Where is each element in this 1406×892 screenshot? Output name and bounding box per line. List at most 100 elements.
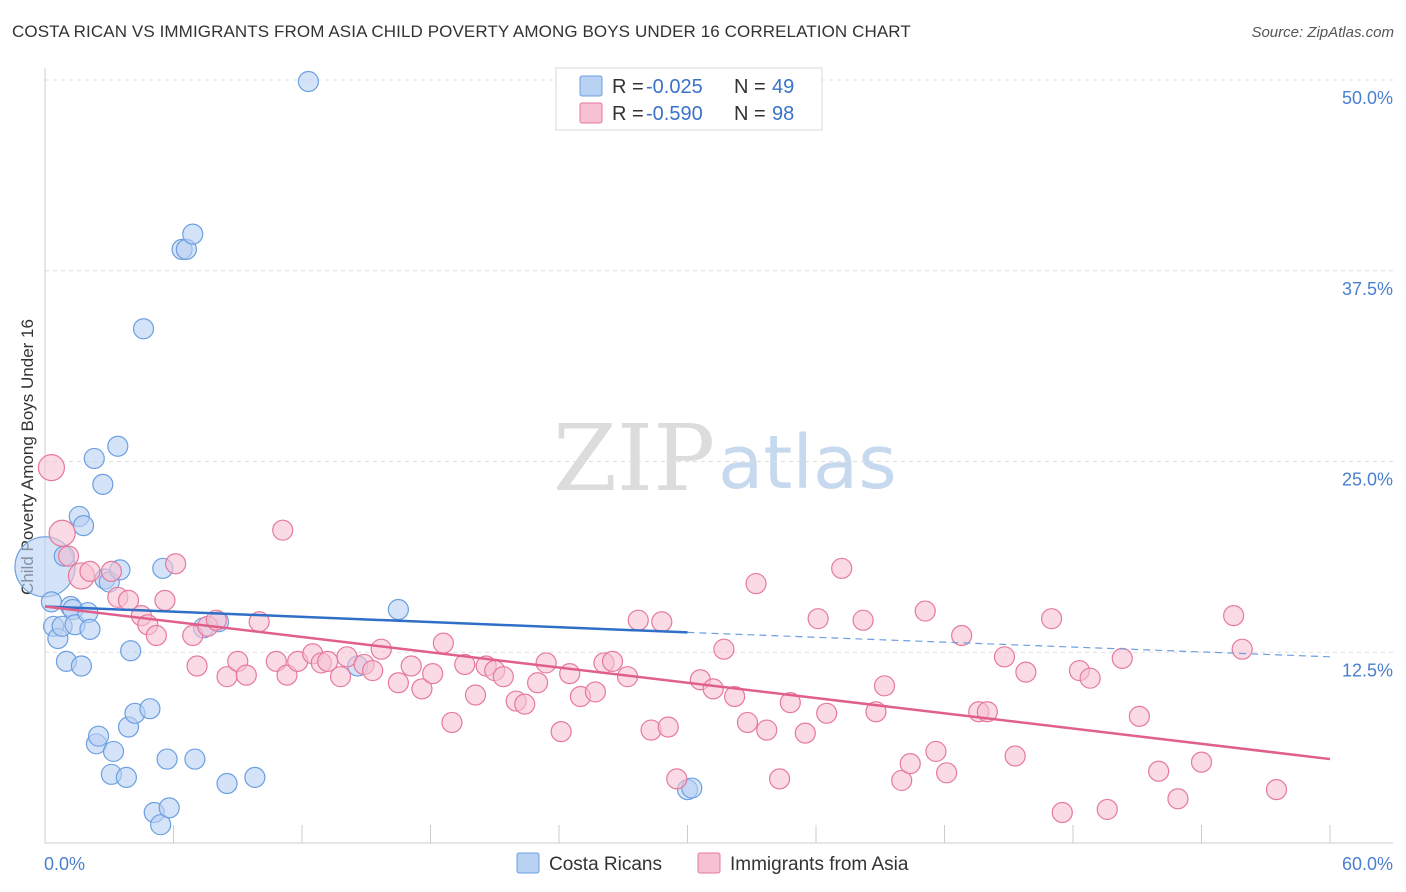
point-immigrants-asia-4: [79, 560, 101, 582]
point-immigrants-asia-94: [1148, 760, 1170, 782]
point-costa-ricans-15: [83, 447, 105, 470]
point-immigrants-asia-88: [1051, 801, 1073, 824]
point-immigrants-asia-71: [816, 702, 838, 724]
point-immigrants-asia-43: [492, 666, 514, 688]
point-immigrants-asia-32: [370, 638, 392, 660]
y-axis-label: Child Poverty Among Boys Under 16: [18, 319, 37, 595]
point-immigrants-asia-34: [400, 655, 422, 677]
point-immigrants-asia-47: [535, 652, 557, 674]
point-immigrants-asia-55: [627, 609, 649, 631]
point-immigrants-asia-90: [1079, 667, 1101, 689]
point-immigrants-asia-33: [387, 672, 409, 694]
y-tick-label-1: 37.5%: [1342, 279, 1393, 299]
watermark-atlas: atlas: [718, 420, 897, 506]
point-immigrants-asia-59: [666, 768, 688, 790]
point-immigrants-asia-73: [852, 609, 874, 631]
point-immigrants-asia-79: [925, 740, 947, 763]
trend-line-immigrants-asia: [44, 605, 1331, 761]
point-costa-ricans-12: [72, 514, 95, 537]
point-immigrants-asia-36: [422, 663, 444, 685]
trend-lines: [44, 605, 1331, 761]
point-immigrants-asia-99: [1265, 778, 1288, 801]
legend-swatch-blue: [579, 75, 603, 97]
point-immigrants-asia-63: [724, 685, 746, 708]
point-immigrants-asia-40: [464, 684, 487, 706]
point-immigrants-asia-5: [100, 560, 122, 582]
trend-line-costa-ricans: [44, 605, 688, 634]
legend-r-value-blue: -0.025: [646, 76, 703, 98]
point-costa-ricans-39: [184, 748, 206, 770]
point-costa-ricans-25: [115, 766, 137, 788]
point-immigrants-asia-31: [362, 659, 384, 682]
point-costa-ricans-18: [92, 473, 114, 495]
y-tick-label-2: 25.0%: [1342, 470, 1393, 490]
source-label: Source: ZipAtlas.com: [1251, 24, 1394, 41]
point-immigrants-asia-2: [57, 545, 80, 567]
point-immigrants-asia-84: [993, 646, 1016, 668]
point-costa-ricans-42: [216, 772, 238, 795]
gridlines: [45, 79, 1393, 653]
bottom-legend-swatch-pink: [697, 852, 721, 874]
point-costa-ricans-17: [87, 725, 110, 747]
point-immigrants-asia-80: [936, 762, 958, 784]
point-immigrants-asia-51: [584, 681, 607, 703]
y-tick-label-0: 50.0%: [1342, 88, 1393, 108]
point-immigrants-asia-10: [145, 624, 167, 647]
point-immigrants-asia-49: [559, 663, 581, 685]
bottom-legend: Costa Ricans Immigrants from Asia: [516, 852, 909, 875]
point-costa-ricans-34: [156, 748, 178, 770]
point-immigrants-asia-87: [1040, 608, 1063, 630]
point-costa-ricans-43: [244, 766, 266, 788]
legend-n-label-blue: N =: [734, 76, 766, 98]
point-immigrants-asia-11: [154, 589, 176, 611]
point-immigrants-asia-58: [657, 716, 679, 738]
legend-n-label-pink: N =: [734, 103, 766, 125]
point-costa-ricans-44: [297, 70, 320, 93]
bottom-legend-swatch-blue: [516, 852, 540, 874]
point-immigrants-asia-69: [794, 722, 816, 744]
bottom-legend-label-pink: Immigrants from Asia: [730, 854, 909, 875]
point-immigrants-asia-98: [1231, 638, 1253, 660]
point-immigrants-asia-38: [441, 711, 463, 734]
x-tick-label-max: 60.0%: [1342, 854, 1393, 874]
watermark-zip: ZIP: [553, 405, 715, 512]
point-immigrants-asia-12: [165, 553, 187, 575]
point-immigrants-asia-91: [1096, 798, 1118, 821]
point-immigrants-asia-72: [831, 557, 853, 579]
point-immigrants-asia-61: [702, 678, 724, 700]
point-immigrants-asia-95: [1167, 788, 1189, 810]
point-immigrants-asia-28: [329, 666, 352, 688]
series-immigrants-from-asia: [37, 454, 1288, 824]
axes: [44, 68, 1393, 844]
bottom-legend-label-blue: Costa Ricans: [549, 854, 662, 875]
point-immigrants-asia-53: [601, 650, 624, 673]
point-costa-ricans-46: [387, 598, 409, 621]
legend-n-value-blue: 49: [772, 76, 794, 98]
point-immigrants-asia-85: [1004, 745, 1026, 767]
point-immigrants-asia-45: [514, 693, 536, 715]
point-immigrants-asia-93: [1128, 705, 1150, 727]
point-immigrants-asia-1: [48, 519, 76, 547]
point-costa-ricans-22: [102, 740, 125, 763]
point-immigrants-asia-86: [1015, 661, 1037, 683]
point-immigrants-asia-97: [1223, 605, 1245, 627]
point-immigrants-asia-70: [807, 608, 829, 630]
legend-swatch-pink: [579, 102, 603, 124]
point-immigrants-asia-67: [768, 768, 791, 790]
point-immigrants-asia-19: [235, 664, 257, 686]
point-immigrants-asia-14: [186, 655, 208, 677]
point-costa-ricans-29: [132, 318, 155, 340]
point-immigrants-asia-78: [914, 600, 936, 622]
point-immigrants-asia-0: [37, 454, 66, 482]
legend-r-label-pink: R =: [612, 103, 644, 125]
legend-box: R = -0.025 N = 49 R = -0.590 N = 98: [555, 67, 823, 131]
point-immigrants-asia-66: [756, 719, 778, 741]
point-immigrants-asia-65: [745, 572, 767, 595]
point-immigrants-asia-96: [1190, 751, 1213, 773]
point-costa-ricans-32: [150, 814, 172, 836]
y-tick-label-3: 12.5%: [1342, 660, 1393, 680]
point-costa-ricans-38: [182, 223, 204, 245]
point-immigrants-asia-75: [873, 675, 896, 697]
point-immigrants-asia-62: [713, 638, 735, 660]
